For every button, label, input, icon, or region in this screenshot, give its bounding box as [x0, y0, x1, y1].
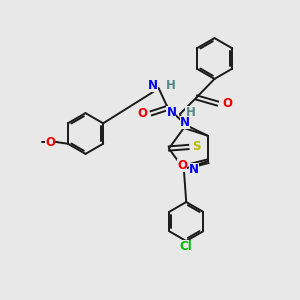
Text: N: N: [180, 116, 190, 129]
Text: H: H: [185, 106, 195, 119]
Text: N: N: [148, 79, 158, 92]
Text: O: O: [177, 159, 187, 172]
Text: N: N: [167, 106, 176, 119]
Text: O: O: [222, 97, 232, 110]
Text: H: H: [166, 79, 176, 92]
Text: O: O: [45, 136, 55, 149]
Text: Cl: Cl: [180, 240, 193, 253]
Text: N: N: [189, 163, 199, 176]
Text: O: O: [138, 107, 148, 120]
Text: S: S: [192, 140, 200, 154]
